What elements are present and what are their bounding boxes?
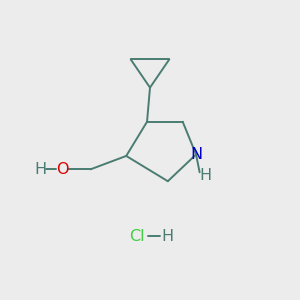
Text: H: H [35, 162, 47, 177]
Text: N: N [190, 147, 202, 162]
Text: H: H [199, 168, 211, 183]
Text: O: O [56, 162, 69, 177]
Text: Cl: Cl [129, 229, 144, 244]
Text: H: H [162, 229, 174, 244]
